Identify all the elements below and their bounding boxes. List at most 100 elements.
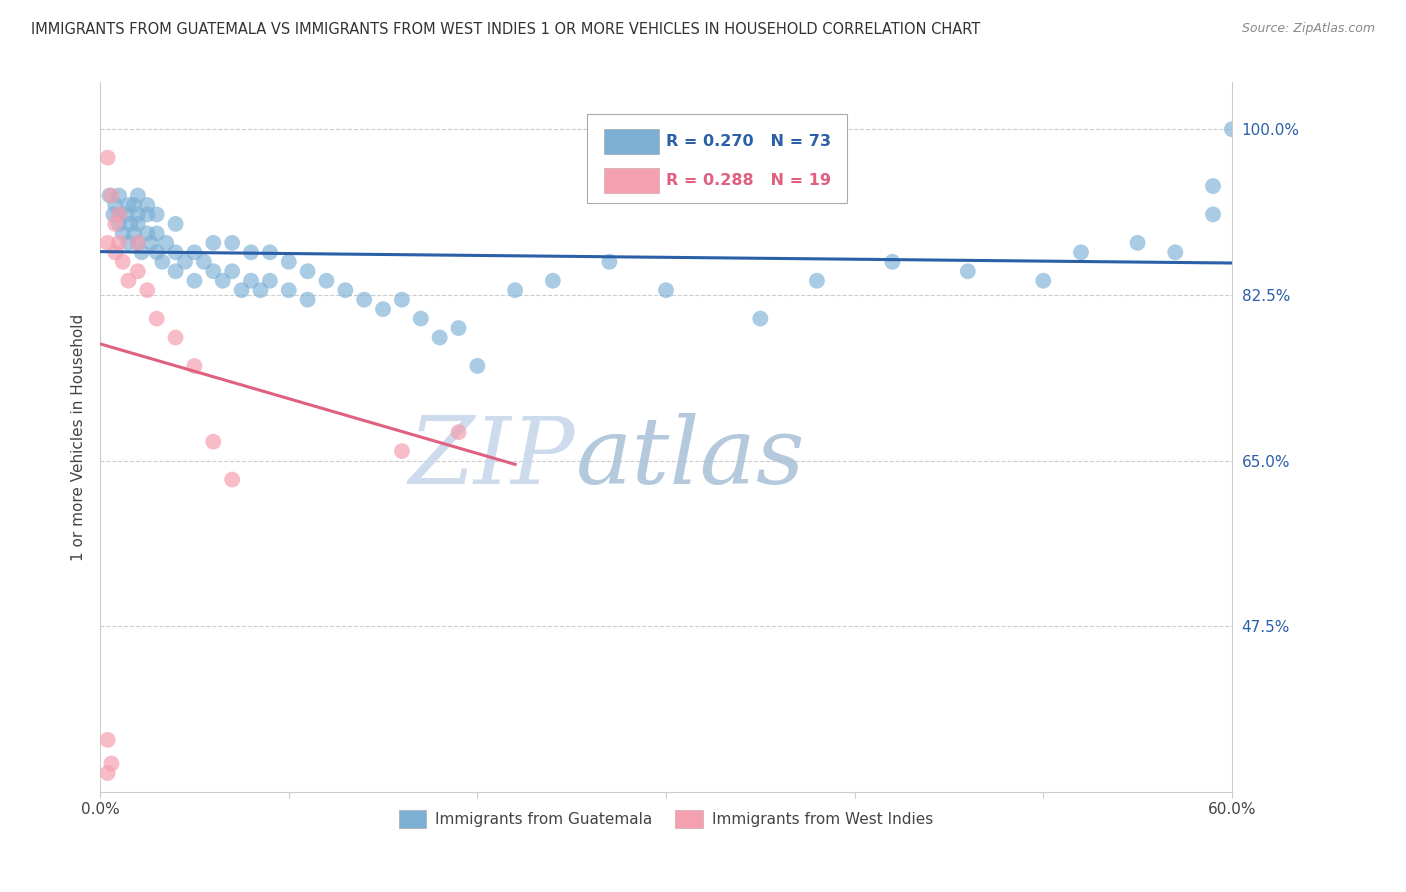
Point <box>117 198 139 212</box>
Point <box>598 254 620 268</box>
Point <box>136 207 159 221</box>
Point <box>145 311 167 326</box>
Point <box>115 207 138 221</box>
Point <box>1220 122 1243 136</box>
Point <box>956 264 979 278</box>
Point <box>108 207 131 221</box>
Point <box>111 227 134 241</box>
Point <box>117 235 139 250</box>
Point <box>104 217 127 231</box>
Point <box>1164 245 1187 260</box>
Point <box>127 264 149 278</box>
Point <box>277 283 299 297</box>
Point <box>127 235 149 250</box>
Point <box>97 151 120 165</box>
Point <box>221 473 243 487</box>
Point <box>882 254 904 268</box>
Point <box>98 188 121 202</box>
Point <box>104 245 127 260</box>
Point <box>277 254 299 268</box>
Point <box>150 254 173 268</box>
Point <box>240 245 263 260</box>
Point <box>174 254 197 268</box>
Point <box>145 227 167 241</box>
Point <box>97 766 120 780</box>
Text: atlas: atlas <box>575 413 806 503</box>
Point <box>165 264 187 278</box>
Point <box>467 359 489 373</box>
Point <box>127 235 149 250</box>
Point <box>1202 207 1225 221</box>
Point <box>1070 245 1092 260</box>
Point <box>297 293 319 307</box>
Point <box>371 302 394 317</box>
Point <box>165 217 187 231</box>
Point <box>447 321 470 335</box>
FancyBboxPatch shape <box>603 168 659 194</box>
Text: R = 0.288   N = 19: R = 0.288 N = 19 <box>666 173 831 188</box>
Point <box>259 274 281 288</box>
Point <box>103 207 125 221</box>
Point <box>155 235 177 250</box>
Point <box>97 732 120 747</box>
Point <box>127 188 149 202</box>
Point <box>202 264 225 278</box>
Point <box>211 274 233 288</box>
FancyBboxPatch shape <box>586 114 846 202</box>
FancyBboxPatch shape <box>603 128 659 154</box>
Point <box>108 188 131 202</box>
Point <box>335 283 357 297</box>
Text: Source: ZipAtlas.com: Source: ZipAtlas.com <box>1241 22 1375 36</box>
Point <box>391 444 413 458</box>
Point <box>1126 235 1149 250</box>
Point <box>145 207 167 221</box>
Point <box>111 254 134 268</box>
Point <box>429 330 451 344</box>
Point <box>183 245 205 260</box>
Point <box>122 198 145 212</box>
Point <box>193 254 215 268</box>
Point <box>249 283 271 297</box>
Point <box>104 198 127 212</box>
Point <box>655 283 678 297</box>
Point <box>136 283 159 297</box>
Point <box>447 425 470 440</box>
Point <box>165 245 187 260</box>
Point <box>117 274 139 288</box>
Point <box>231 283 253 297</box>
Point <box>202 434 225 449</box>
Point <box>97 235 120 250</box>
Point <box>136 198 159 212</box>
Point <box>122 227 145 241</box>
Point <box>145 245 167 260</box>
Text: IMMIGRANTS FROM GUATEMALA VS IMMIGRANTS FROM WEST INDIES 1 OR MORE VEHICLES IN H: IMMIGRANTS FROM GUATEMALA VS IMMIGRANTS … <box>31 22 980 37</box>
Point <box>221 235 243 250</box>
Point <box>183 359 205 373</box>
Point <box>183 274 205 288</box>
Point <box>503 283 526 297</box>
Point <box>165 330 187 344</box>
Point <box>120 217 142 231</box>
Point <box>127 217 149 231</box>
Point <box>100 188 122 202</box>
Point <box>391 293 413 307</box>
Point <box>108 235 131 250</box>
Point <box>127 207 149 221</box>
Point <box>409 311 432 326</box>
Point <box>139 235 162 250</box>
Point <box>1032 274 1054 288</box>
Point <box>806 274 828 288</box>
Point <box>108 217 131 231</box>
Point <box>202 235 225 250</box>
Point <box>100 756 122 771</box>
Point <box>541 274 564 288</box>
Point <box>136 227 159 241</box>
Point <box>315 274 337 288</box>
Point <box>749 311 772 326</box>
Point <box>221 264 243 278</box>
Point <box>353 293 375 307</box>
Legend: Immigrants from Guatemala, Immigrants from West Indies: Immigrants from Guatemala, Immigrants fr… <box>392 805 939 834</box>
Point <box>108 207 131 221</box>
Text: R = 0.270   N = 73: R = 0.270 N = 73 <box>666 134 831 149</box>
Point <box>240 274 263 288</box>
